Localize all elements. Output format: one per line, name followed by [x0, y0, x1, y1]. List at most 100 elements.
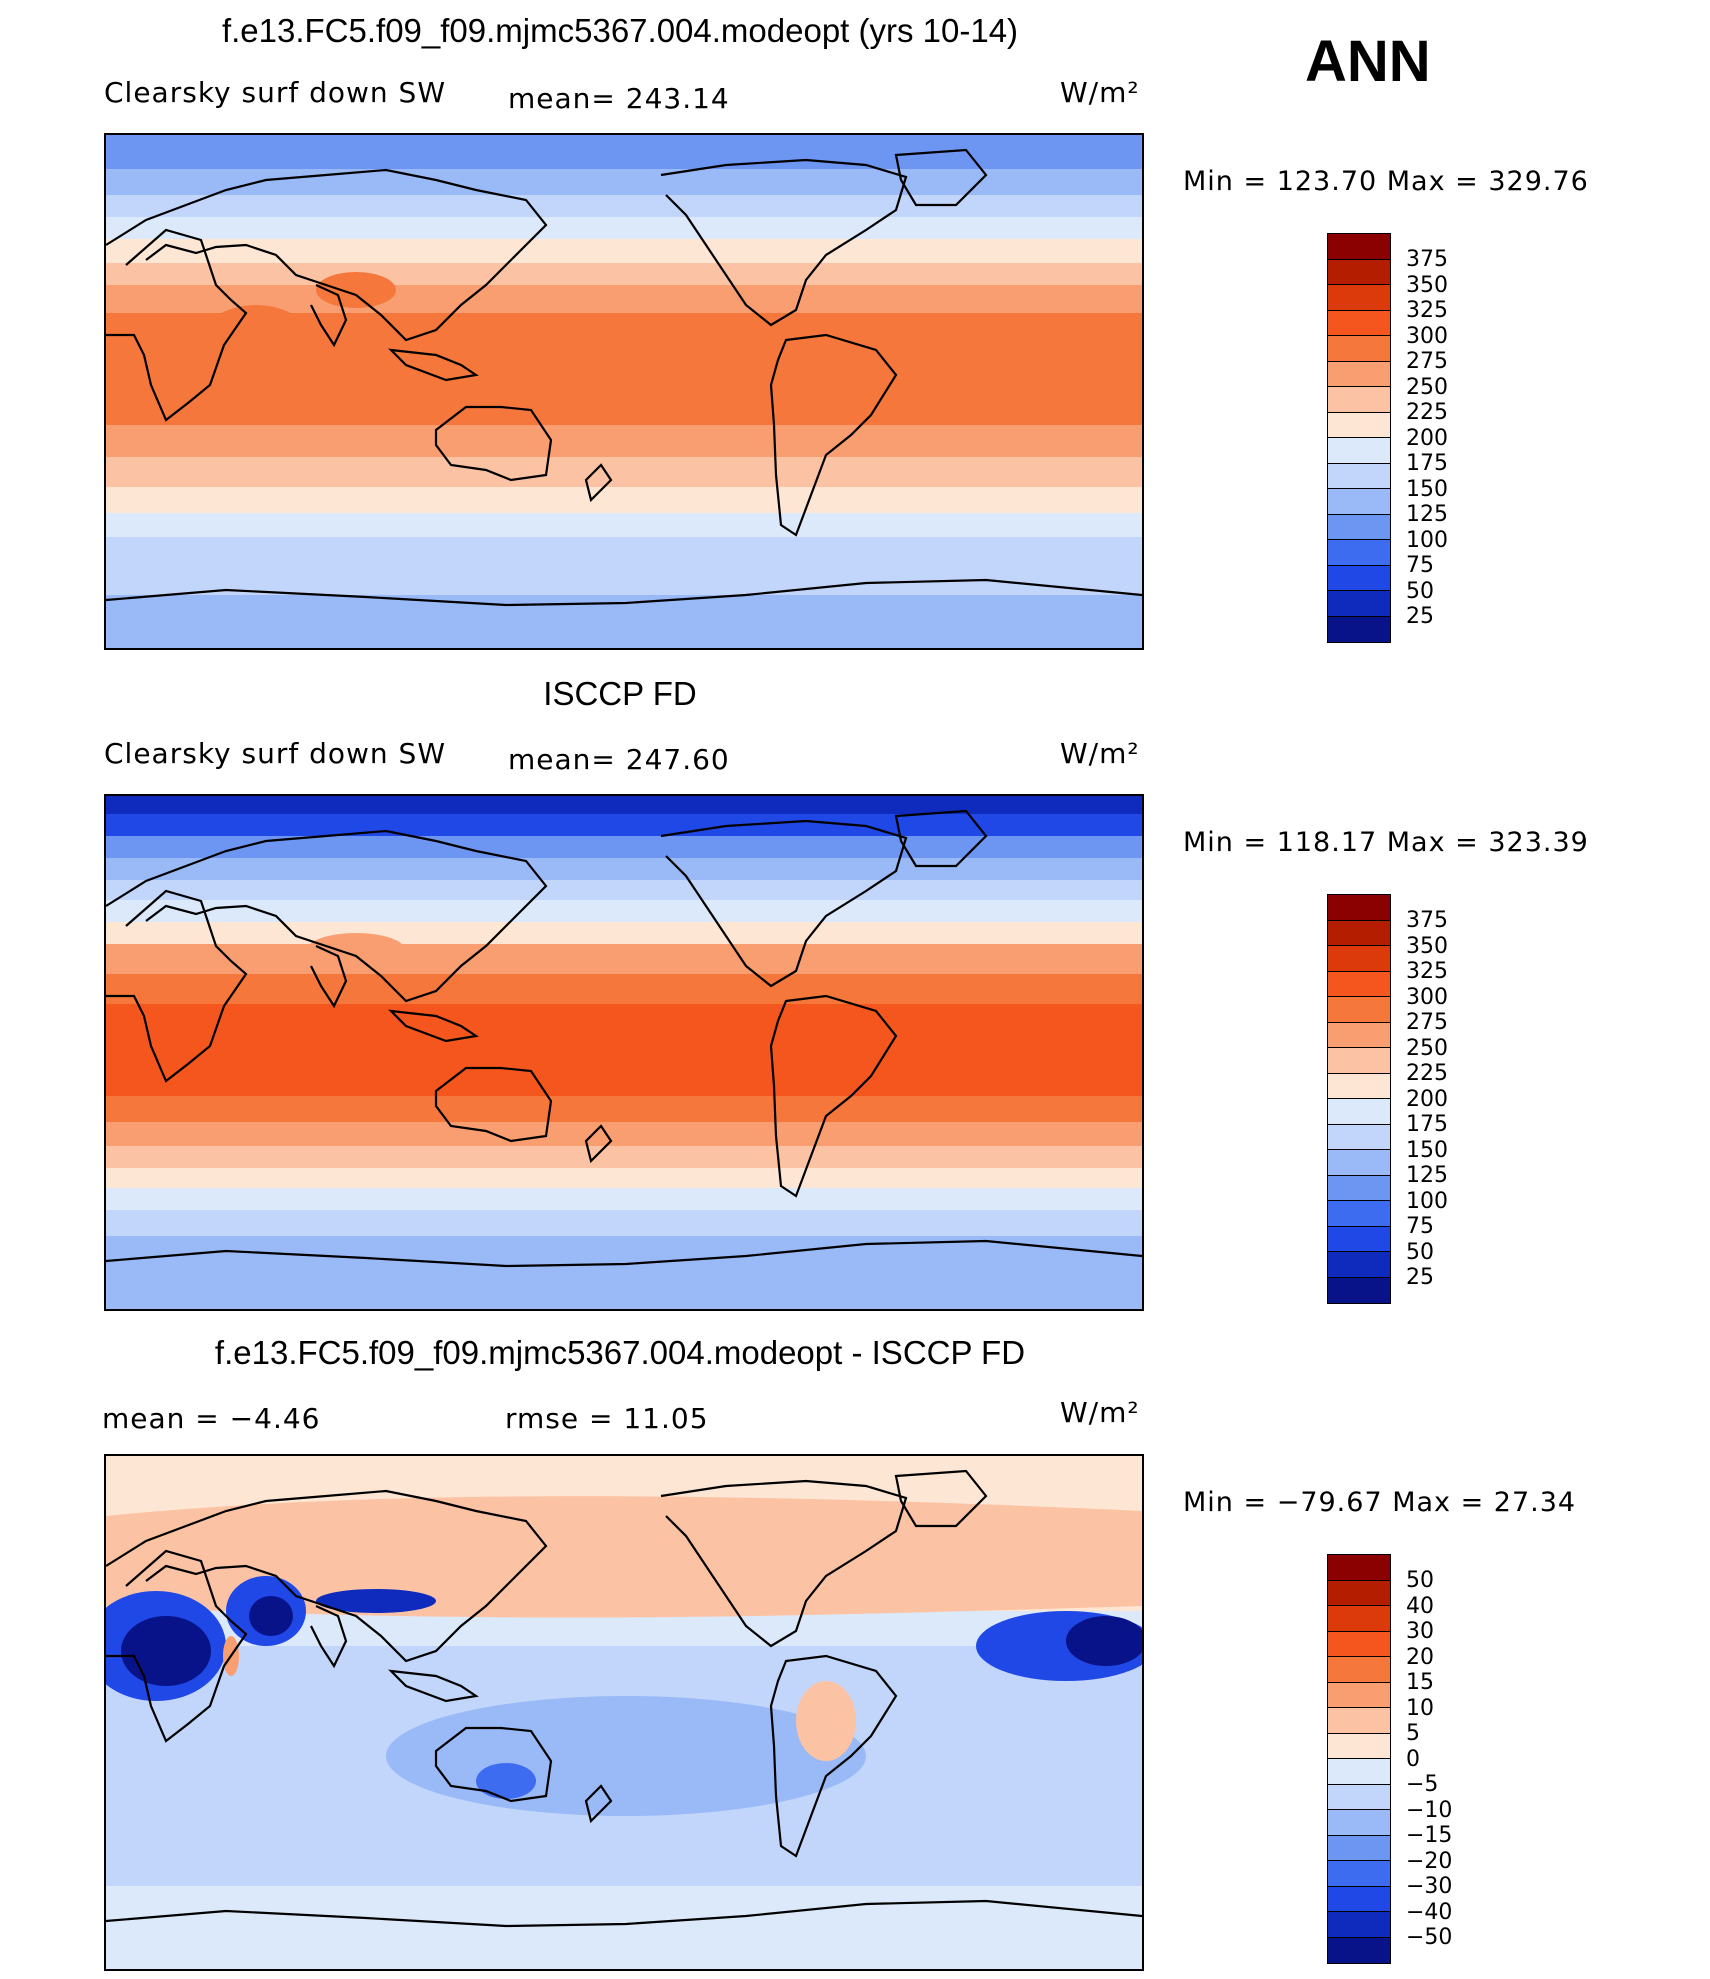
- colorbar-swatch: [1328, 1733, 1390, 1759]
- colorbar-tick-label: 125: [1406, 502, 1448, 527]
- colorbar-swatch: [1328, 463, 1390, 489]
- colorbar-tick-label: 15: [1406, 1670, 1434, 1695]
- contour-region: [796, 1681, 856, 1761]
- colorbar-swatch: [1328, 920, 1390, 946]
- colorbar-swatch: [1328, 1022, 1390, 1048]
- colorbar-swatch: [1328, 1631, 1390, 1657]
- contour-band: [106, 796, 1142, 814]
- colorbar-swatch: [1328, 616, 1390, 642]
- colorbar-swatch: [1328, 1175, 1390, 1201]
- contour-region: [121, 1616, 211, 1686]
- contour-band: [106, 195, 1142, 217]
- coastline: [106, 1899, 1142, 1928]
- coastline: [434, 1726, 553, 1803]
- colorbar-swatch: [1328, 1657, 1390, 1683]
- coastline: [106, 1239, 1142, 1268]
- colorbar-tick-label: 350: [1406, 272, 1448, 298]
- colorbar-tick-label: 150: [1406, 476, 1448, 502]
- colorbar-swatch: [1328, 1912, 1390, 1938]
- contour-band: [106, 513, 1142, 537]
- colorbar-tick-label: −10: [1406, 1797, 1453, 1823]
- colorbar-swatch: [1328, 489, 1390, 515]
- coastline: [106, 228, 248, 422]
- colorbar-tick-label: 225: [1406, 1061, 1448, 1086]
- colorbar-swatch: [1328, 1708, 1390, 1734]
- colorbar-swatch: [1328, 1277, 1390, 1303]
- colorbar-tick-label: 20: [1406, 1644, 1434, 1670]
- contour-band: [106, 900, 1142, 922]
- colorbar-swatch: [1328, 1759, 1390, 1785]
- panel3-colorbar: [1327, 1554, 1391, 1964]
- colorbar-tick-label: 375: [1406, 908, 1448, 933]
- contour-band: [106, 263, 1142, 285]
- coastline: [434, 1066, 553, 1143]
- colorbar-swatch: [1328, 1073, 1390, 1099]
- coastline: [894, 1469, 988, 1528]
- colorbar-tick-label: 275: [1406, 349, 1448, 374]
- contour-band: [106, 974, 1142, 1004]
- contour-band: [106, 1096, 1142, 1122]
- panel2-colorbar: [1327, 894, 1391, 1304]
- colorbar-swatch: [1328, 259, 1390, 285]
- panel1-colorbar-labels: 375 350 325 300 275 250 225 200 175 150 125 100 75 50…: [1406, 247, 1448, 630]
- colorbar-swatch: [1328, 1784, 1390, 1810]
- colorbar-swatch: [1328, 310, 1390, 336]
- contour-band: [106, 944, 1142, 974]
- contour-region: [106, 1013, 1142, 1069]
- panel1-minmax: Min = 123.70 Max = 329.76: [1183, 166, 1589, 197]
- coastline: [660, 1479, 908, 1648]
- contour-region: [249, 1596, 293, 1636]
- contour-band: [106, 858, 1142, 880]
- colorbar-swatch: [1328, 997, 1390, 1023]
- contour-band: [106, 1236, 1142, 1309]
- contour-band: [106, 836, 1142, 858]
- panel2-colorbar-labels: 375 350 325 300 275 250 225 200 175 150 125 100 75 50…: [1406, 908, 1448, 1291]
- contour-band: [106, 922, 1142, 944]
- panel3-rmse: rmse = 11.05: [505, 1402, 709, 1435]
- colorbar-tick-label: −50: [1406, 1925, 1453, 1950]
- contour-band: [106, 1122, 1142, 1146]
- contour-band: [106, 135, 1142, 169]
- contour-band: [106, 1210, 1142, 1236]
- colorbar-tick-label: 250: [1406, 374, 1448, 400]
- coastline: [106, 578, 1142, 607]
- contour-band: [106, 1886, 1142, 1969]
- colorbar-tick-label: 175: [1406, 451, 1448, 476]
- colorbar-tick-label: 50: [1406, 578, 1434, 604]
- coastline: [769, 994, 898, 1198]
- colorbar-tick-label: 200: [1406, 425, 1448, 451]
- colorbar-swatch: [1328, 1226, 1390, 1252]
- colorbar-tick-label: 200: [1406, 1086, 1448, 1112]
- contour-band: [106, 217, 1142, 239]
- colorbar-swatch: [1328, 540, 1390, 566]
- colorbar-swatch: [1328, 1886, 1390, 1912]
- contour-band: [106, 1168, 1142, 1188]
- coastline: [106, 1549, 248, 1743]
- panel3-units: W/m²: [1060, 1396, 1140, 1429]
- panel2-title: ISCCP FD: [543, 675, 697, 712]
- colorbar-tick-label: 100: [1406, 1188, 1448, 1214]
- colorbar-swatch: [1328, 438, 1390, 464]
- panel1-colorbar: [1327, 233, 1391, 643]
- colorbar-swatch: [1328, 1606, 1390, 1632]
- colorbar-swatch: [1328, 1937, 1390, 1963]
- colorbar-tick-label: 30: [1406, 1619, 1434, 1644]
- coastline: [584, 463, 613, 503]
- contour-region: [106, 1496, 1142, 1618]
- colorbar-tick-label: 50: [1406, 1239, 1434, 1265]
- coastline: [894, 809, 988, 868]
- colorbar-tick-label: −15: [1406, 1823, 1453, 1848]
- coastline: [894, 148, 988, 207]
- colorbar-tick-label: −30: [1406, 1874, 1453, 1899]
- contour-region: [306, 933, 406, 969]
- colorbar-tick-label: 325: [1406, 959, 1448, 984]
- colorbar-tick-label: 0: [1406, 1746, 1420, 1772]
- colorbar-swatch: [1328, 234, 1390, 260]
- colorbar-tick-label: 225: [1406, 400, 1448, 425]
- contour-band: [106, 814, 1142, 836]
- panel3-minmax: Min = −79.67 Max = 27.34: [1183, 1487, 1577, 1518]
- colorbar-tick-label: −40: [1406, 1899, 1453, 1925]
- colorbar-tick-label: 250: [1406, 1035, 1448, 1061]
- colorbar-swatch: [1328, 591, 1390, 617]
- colorbar-tick-label: 300: [1406, 323, 1448, 349]
